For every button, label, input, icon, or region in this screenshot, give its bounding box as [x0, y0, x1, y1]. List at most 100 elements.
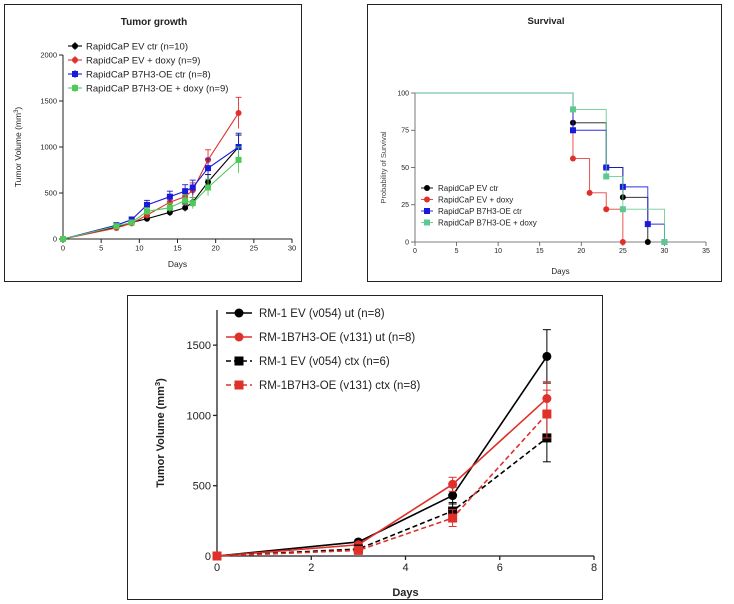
y-tick-label: 1500: [40, 97, 57, 106]
legend-label: RM-1 EV (v054) ut (n=8): [259, 308, 385, 320]
legend-entry: RapidCaP B7H3-OE ctr: [421, 207, 522, 216]
legend-entry: RM-1B7H3-OE (v131) ut (n=8): [226, 332, 415, 344]
data-point: [353, 545, 363, 555]
data-point: [182, 188, 189, 195]
legend-marker: [234, 308, 244, 318]
data-point: [619, 239, 626, 245]
y-tick-label: 25: [401, 202, 409, 209]
legend-marker: [72, 43, 78, 49]
data-point: [166, 204, 173, 211]
legend-entry: RapidCaP EV ctr (n=10): [68, 42, 188, 53]
data-point: [182, 204, 189, 211]
series-line: [216, 413, 548, 557]
legend-entry: RapidCaP B7H3-OE + doxy: [421, 219, 537, 228]
data-point: [143, 201, 150, 208]
y-axis-label: Tumor Volume (mm3): [153, 378, 168, 488]
x-tick-label: 0: [61, 244, 65, 253]
x-tick-label: 15: [173, 244, 181, 253]
y-tick-label: 1000: [187, 410, 211, 422]
legend-entry: RapidCaP B7H3-OE ctr (n=8): [68, 70, 211, 81]
series-line: [62, 146, 239, 240]
data-point: [60, 236, 66, 242]
survival-panel: Survival 0 5 10 15 20 25 30 35 0 25 50 75 100 Days Prob…: [367, 4, 722, 282]
data-point: [603, 173, 610, 180]
series-line: [216, 397, 548, 557]
x-tick-label: 25: [619, 248, 627, 255]
data-point: [189, 184, 196, 191]
legend-marker: [424, 208, 430, 214]
data-point: [128, 219, 135, 226]
legend-label: RapidCaP EV ctr (n=10): [86, 42, 188, 53]
x-axis-label: Days: [551, 267, 569, 276]
data-point: [644, 239, 651, 245]
data-point: [603, 206, 610, 213]
series-line: [216, 355, 548, 557]
data-point: [212, 551, 222, 561]
y-tick-label: 1500: [187, 340, 211, 352]
series-3: [212, 389, 552, 561]
data-point: [235, 156, 242, 163]
legend-marker: [72, 71, 78, 77]
x-tick-label: 30: [661, 248, 669, 255]
series-line: [62, 146, 239, 240]
x-axis-label: Days: [168, 259, 187, 269]
x-tick-label: 6: [497, 562, 503, 574]
data-point: [542, 351, 552, 361]
y-tick-label: 100: [397, 90, 409, 97]
series-3: [415, 92, 668, 245]
data-point: [113, 223, 120, 230]
x-tick-label: 10: [494, 248, 502, 255]
legend-marker: [234, 332, 244, 342]
series-1: [60, 96, 242, 242]
legend-label: RM-1B7H3-OE (v131) ut (n=8): [259, 332, 415, 344]
data-point: [189, 200, 196, 207]
y-axis-label: Probability of Survival: [379, 131, 388, 203]
legend-entry: RM-1 EV (v054) ctx (n=6): [226, 356, 390, 368]
x-tick-label: 5: [99, 244, 103, 253]
data-point: [448, 491, 458, 501]
y-tick-label: 2000: [40, 51, 57, 60]
y-tick-label: 0: [53, 235, 57, 244]
data-point: [569, 106, 576, 113]
legend-entry: RapidCaP EV + doxy: [421, 196, 513, 205]
legend-marker: [234, 380, 244, 390]
rm1-tumor-volume-chart: 0 2 4 6 8 0 500 1000 1500 Days Tumor Volume (mm3) R…: [153, 308, 598, 599]
legend-label: RapidCaP B7H3-OE ctr: [438, 207, 522, 216]
data-point: [644, 221, 651, 228]
legend-entry: RM-1 EV (v054) ut (n=8): [226, 308, 385, 320]
legend-label: RapidCaP B7H3-OE ctr (n=8): [86, 70, 211, 81]
series-2: [212, 413, 552, 561]
legend-entry: RapidCaP B7H3-OE + doxy (n=9): [68, 84, 228, 95]
series-line: [62, 112, 240, 240]
y-tick-label: 500: [44, 189, 57, 198]
x-tick-label: 10: [135, 244, 143, 253]
legend-label: RapidCaP B7H3-OE + doxy (n=9): [86, 84, 228, 95]
x-axis-label: Days: [392, 587, 418, 599]
data-point: [661, 239, 668, 245]
y-axis-label: Tumor Volume (mm3): [13, 107, 23, 188]
legend-label: RapidCaP EV + doxy: [438, 196, 513, 205]
chart-title: Tumor growth: [121, 17, 187, 28]
tumor-growth-chart: Tumor growth 0 5 10 15 20 25 30 0 500 1000 1500 2000…: [13, 17, 296, 269]
data-point: [143, 208, 150, 215]
x-tick-label: 20: [211, 244, 219, 253]
data-point: [448, 479, 458, 489]
data-point: [569, 127, 576, 134]
y-tick-label: 500: [193, 481, 211, 493]
survival-curve: [415, 92, 665, 242]
legend-label: RapidCaP EV ctr: [438, 184, 499, 193]
y-tick-label: 0: [405, 239, 409, 246]
data-point: [619, 206, 626, 213]
legend-label: RM-1 EV (v054) ctx (n=6): [259, 356, 390, 368]
series-line: [62, 159, 239, 240]
x-tick-label: 0: [413, 248, 417, 255]
x-tick-label: 0: [214, 562, 220, 574]
data-point: [205, 165, 212, 172]
legend-marker: [424, 196, 430, 203]
legend-label: RapidCaP EV + doxy (n=9): [86, 56, 200, 67]
survival-chart: Survival 0 5 10 15 20 25 30 35 0 25 50 75 100 Days Prob…: [379, 16, 710, 276]
x-tick-label: 35: [702, 248, 710, 255]
legend-entry: RM-1B7H3-OE (v131) ctx (n=8): [226, 380, 421, 392]
y-tick-label: 75: [401, 128, 409, 135]
tumor-growth-panel: Tumor growth 0 5 10 15 20 25 30 0 500 1000 1500 2000…: [4, 4, 302, 282]
